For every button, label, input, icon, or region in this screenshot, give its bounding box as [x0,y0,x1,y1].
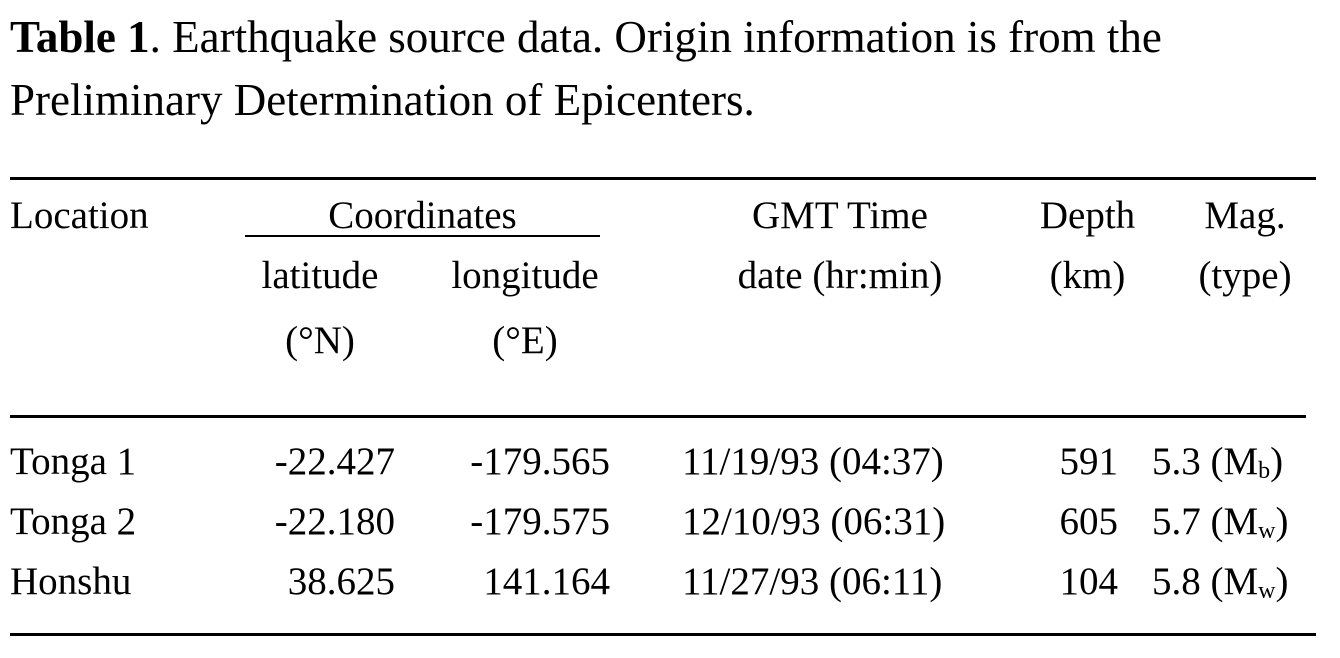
row-2-latitude: -22.180 [274,500,395,543]
row-3-mag-type: w [1258,578,1276,604]
top-rule [10,177,1316,180]
row-1-mag-value: 5.3 [1152,440,1201,483]
bottom-rule [10,633,1316,636]
row-1-latitude: -22.427 [274,440,395,483]
header-location: Location [10,194,149,237]
row-2-longitude: -179.575 [470,500,610,543]
row-3-location: Honshu [10,560,132,603]
header-gmt-time: GMT Time [752,194,928,237]
row-3-magnitude: 5.8 (Mw) [1152,560,1289,604]
table-caption: Table 1. Earthquake source data. Origin … [10,6,1335,132]
header-rule [10,415,1306,418]
row-1-magnitude: 5.3 (Mb) [1152,440,1284,484]
row-3-longitude: 141.164 [483,560,610,603]
row-1-longitude: -179.565 [470,440,610,483]
row-1-location: Tonga 1 [10,440,137,483]
row-1-time: 11/19/93 (04:37) [682,440,944,483]
row-2-location: Tonga 2 [10,500,137,543]
row-2-depth: 605 [1059,500,1119,543]
row-3-mag-value: 5.8 [1152,560,1201,603]
row-2-mag-type: w [1258,518,1276,544]
row-2-mag-value: 5.7 [1152,500,1201,543]
row-3-latitude: 38.625 [287,560,395,603]
header-longitude: longitude [451,254,599,297]
row-3-time: 11/27/93 (06:11) [682,560,943,603]
row-3-depth: 104 [1059,560,1119,603]
header-mag: Mag. [1204,194,1286,237]
header-depth: Depth [1039,194,1136,237]
coordinates-underline [245,235,600,237]
caption-text: . Earthquake source data. Origin informa… [10,12,1162,125]
header-latitude: latitude [261,254,379,297]
row-2-magnitude: 5.7 (Mw) [1152,500,1289,544]
header-coordinates: Coordinates [328,194,517,237]
row-1-mag-type: b [1258,458,1271,484]
header-time-sub: date (hr:min) [737,254,943,297]
row-1-depth: 591 [1059,440,1119,483]
header-longitude-unit: (°E) [492,319,558,362]
header-mag-sub: (type) [1198,254,1292,297]
row-2-time: 12/10/93 (06:31) [682,500,946,543]
header-depth-unit: (km) [1049,254,1126,297]
caption-label: Table 1 [10,12,150,62]
header-latitude-unit: (°N) [285,319,355,362]
